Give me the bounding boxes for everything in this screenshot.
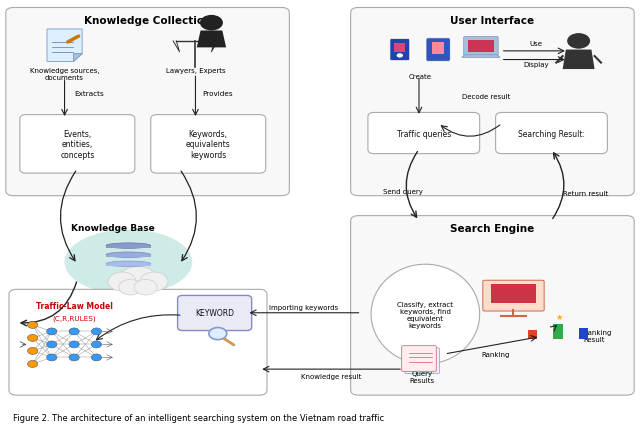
Text: Return result: Return result — [563, 190, 608, 196]
Ellipse shape — [371, 265, 479, 364]
Text: Classify, extract
keywords, find
equivalent
keywords: Classify, extract keywords, find equival… — [397, 301, 453, 328]
Circle shape — [140, 273, 168, 291]
Text: Use: Use — [529, 41, 542, 47]
Polygon shape — [563, 50, 595, 70]
Text: Ranking: Ranking — [481, 351, 510, 357]
Circle shape — [28, 361, 38, 368]
Polygon shape — [47, 30, 82, 62]
Polygon shape — [553, 324, 563, 339]
FancyBboxPatch shape — [351, 216, 634, 395]
FancyBboxPatch shape — [390, 39, 410, 62]
Text: Keywords,
equivalents
keywords: Keywords, equivalents keywords — [186, 130, 230, 159]
Circle shape — [92, 341, 102, 348]
Circle shape — [69, 341, 79, 348]
Text: Search Engine: Search Engine — [451, 224, 534, 233]
Polygon shape — [432, 43, 444, 55]
Text: Extracts: Extracts — [74, 91, 104, 97]
Text: Decode result: Decode result — [462, 94, 510, 100]
Ellipse shape — [65, 230, 192, 295]
FancyBboxPatch shape — [405, 348, 440, 374]
Circle shape — [108, 273, 136, 291]
Polygon shape — [106, 255, 151, 257]
Circle shape — [28, 335, 38, 342]
Circle shape — [119, 280, 142, 295]
Text: Knowledge sources,
documents: Knowledge sources, documents — [29, 68, 99, 81]
Polygon shape — [106, 246, 151, 248]
FancyBboxPatch shape — [9, 289, 267, 395]
Circle shape — [28, 322, 38, 329]
Ellipse shape — [106, 253, 151, 258]
Circle shape — [209, 328, 227, 340]
Polygon shape — [74, 54, 82, 62]
Polygon shape — [491, 284, 536, 303]
Circle shape — [47, 341, 57, 348]
FancyBboxPatch shape — [483, 281, 544, 311]
Circle shape — [397, 54, 403, 59]
Text: Knowledge Base: Knowledge Base — [70, 224, 154, 233]
Ellipse shape — [106, 261, 151, 267]
Text: Knowledge Collection: Knowledge Collection — [84, 16, 211, 26]
Circle shape — [119, 267, 157, 293]
Circle shape — [200, 16, 223, 31]
Circle shape — [47, 328, 57, 335]
Text: KEYWORD: KEYWORD — [195, 309, 234, 318]
FancyBboxPatch shape — [351, 9, 634, 196]
Polygon shape — [527, 330, 537, 339]
Text: Figure 2. The architecture of an intelligent searching system on the Vietnam roa: Figure 2. The architecture of an intelli… — [13, 414, 385, 422]
FancyBboxPatch shape — [495, 113, 607, 154]
FancyBboxPatch shape — [464, 37, 498, 56]
Circle shape — [69, 328, 79, 335]
Polygon shape — [462, 56, 500, 58]
FancyBboxPatch shape — [426, 39, 451, 62]
Circle shape — [92, 328, 102, 335]
FancyBboxPatch shape — [151, 115, 266, 174]
FancyBboxPatch shape — [177, 296, 252, 331]
Circle shape — [92, 354, 102, 361]
Text: Provides: Provides — [202, 91, 232, 97]
Text: Query
Results: Query Results — [410, 371, 435, 384]
Ellipse shape — [106, 243, 151, 249]
FancyBboxPatch shape — [402, 346, 436, 372]
Text: Lawyers, Experts: Lawyers, Experts — [166, 68, 225, 74]
Text: Searching Result:: Searching Result: — [518, 129, 585, 138]
Text: Create: Create — [408, 74, 431, 80]
Circle shape — [134, 280, 157, 295]
FancyBboxPatch shape — [20, 115, 135, 174]
Circle shape — [28, 348, 38, 355]
Circle shape — [47, 354, 57, 361]
Text: User Interface: User Interface — [451, 16, 534, 26]
Text: Events,
entities,
concepts: Events, entities, concepts — [60, 130, 95, 159]
Text: Knowledge result: Knowledge result — [301, 374, 361, 380]
Polygon shape — [196, 31, 226, 48]
FancyBboxPatch shape — [6, 9, 289, 196]
Text: Send query: Send query — [383, 189, 422, 195]
Text: ★: ★ — [556, 313, 563, 322]
Polygon shape — [579, 328, 588, 339]
Text: Display: Display — [523, 62, 548, 68]
Text: Importing keywords: Importing keywords — [269, 304, 339, 310]
Circle shape — [69, 354, 79, 361]
Circle shape — [567, 34, 590, 49]
Text: (C,R,RULES): (C,R,RULES) — [52, 314, 96, 321]
Polygon shape — [394, 44, 405, 53]
Text: Traffic queries: Traffic queries — [397, 129, 451, 138]
Polygon shape — [106, 264, 151, 266]
Text: Ranking
Result: Ranking Result — [583, 329, 611, 342]
FancyBboxPatch shape — [368, 113, 479, 154]
Text: Traffic-Law Model: Traffic-Law Model — [36, 301, 113, 310]
Polygon shape — [468, 41, 493, 53]
